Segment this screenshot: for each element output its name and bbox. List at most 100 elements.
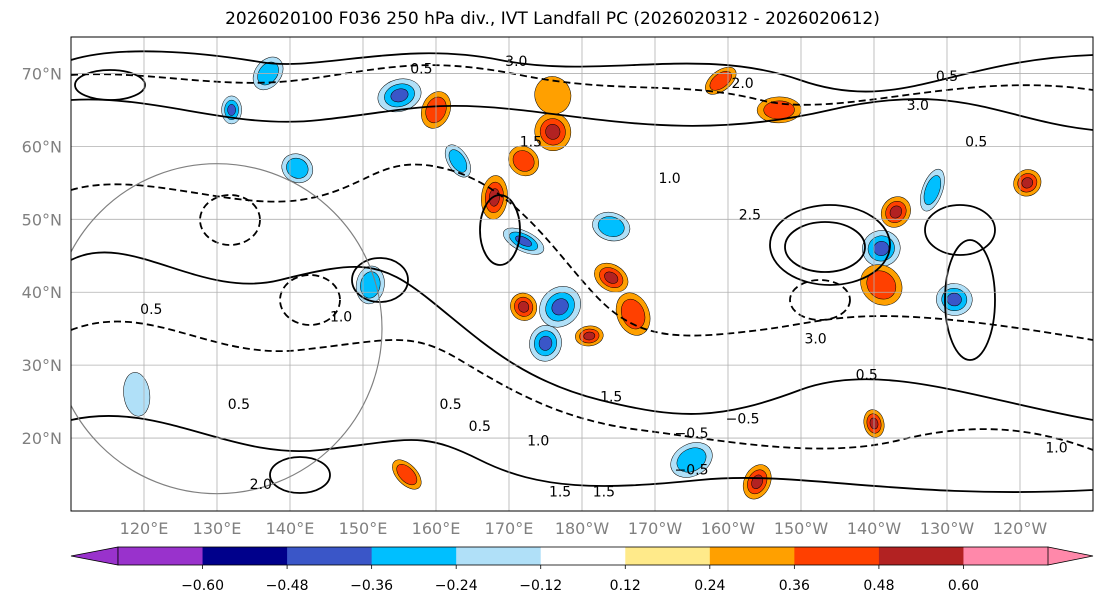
divergence-patch [583, 331, 596, 341]
colorbar-segment [118, 547, 204, 565]
ivt-contour-line [71, 163, 1093, 341]
contour-label: 0.5 [439, 397, 461, 413]
ivt-contour-loop [479, 194, 521, 266]
divergence-patch [709, 70, 732, 91]
colorbar-segment [963, 547, 1049, 565]
contour-label: 0.5 [965, 134, 987, 150]
ivt-contour-loop [269, 456, 331, 494]
contour-label: 1.0 [658, 171, 680, 187]
ivt-contour-line [71, 98, 1093, 131]
ivt-contour-loop [199, 194, 261, 246]
divergence-patch [551, 298, 569, 316]
contour-label: 0.5 [228, 397, 250, 413]
x-tick-label: 130°E [193, 519, 242, 538]
ivt-contour-loop [769, 204, 891, 286]
plot-area: 0.5 3.0 1.5 2.0 1.0 2.5 3.0 1.0 0.5 0.5 0.5 1.0 1.5 −… [71, 37, 1093, 511]
contour-label: 0.5 [410, 61, 432, 77]
contour-label: 1.5 [549, 484, 571, 500]
ivt-contour-loop [279, 274, 341, 326]
divergence-patch [286, 157, 309, 179]
ivt-contour-line [71, 415, 1093, 493]
ivt-contour-loop [789, 279, 851, 321]
divergence-patch [123, 372, 151, 417]
colorbar-segment [371, 547, 457, 565]
colorbar-tick-label: −0.60 [181, 578, 224, 594]
colorbar-tick-label: 0.24 [694, 578, 725, 594]
ivt-contour-loop [784, 221, 866, 273]
contour-label: 0.5 [856, 368, 878, 384]
chart-title: 2026020100 F036 250 hPa div., IVT Landfa… [225, 9, 880, 29]
colorbar-tick-label: −0.12 [519, 578, 562, 594]
y-tick-label: 50°N [22, 210, 62, 229]
colorbar-segment [540, 547, 626, 565]
y-tick-label: 20°N [22, 429, 62, 448]
ivt-contour-line [71, 50, 1093, 93]
contour-label: 3.0 [505, 54, 527, 70]
colorbar-extend-max [1047, 546, 1094, 566]
colorbar-tick-label: −0.24 [435, 578, 478, 594]
colorbar-tick-label: −0.36 [350, 578, 393, 594]
ivt-contour-line [71, 251, 1093, 421]
ivt-contour-loop [74, 69, 146, 101]
contour-label: 3.0 [907, 98, 929, 114]
colorbar-segment [878, 547, 964, 565]
x-tick-label: 140°W [847, 519, 902, 538]
contour-label: 1.0 [527, 433, 549, 449]
ivt-contour-line [71, 320, 1093, 451]
ivt-contours [71, 50, 1093, 494]
colorbar-segment [709, 547, 795, 565]
colorbar-segment [456, 547, 542, 565]
colorbar-tick-label: 0.60 [948, 578, 979, 594]
colorbar: −0.60 −0.48 −0.36 −0.24 −0.12 0.12 0.24 0.36 0.4… [70, 546, 1094, 594]
ivt-contour-line [71, 64, 1093, 106]
contour-label: 1.5 [600, 390, 622, 406]
contour-label: −0.5 [726, 411, 760, 427]
contour-label: 0.5 [936, 69, 958, 85]
contour-label: 3.0 [804, 331, 826, 347]
divergence-patch [518, 301, 530, 313]
x-tick-label: 150°W [774, 519, 829, 538]
contour-label: 1.0 [1045, 441, 1067, 457]
divergence-patch [390, 88, 409, 103]
region-circle [71, 163, 383, 495]
contour-label: −0.5 [675, 426, 709, 442]
divergence-patch [534, 76, 572, 115]
ivt-contour-loop [944, 239, 996, 361]
divergence-patch [448, 149, 468, 173]
colorbar-segment [287, 547, 373, 565]
y-tick-label: 40°N [22, 283, 62, 302]
contour-labels: 0.5 3.0 1.5 2.0 1.0 2.5 3.0 1.0 0.5 0.5 0.5 1.0 1.5 −… [140, 54, 1067, 500]
x-tick-label: 140°E [266, 519, 315, 538]
contour-label: −0.5 [675, 463, 709, 479]
gridlines [71, 37, 1093, 511]
divergence-patch [538, 335, 553, 351]
x-tick-label: 160°E [412, 519, 461, 538]
x-tick-label: 170°E [485, 519, 534, 538]
contour-label: 1.0 [330, 309, 352, 325]
divergence-patch [488, 188, 500, 207]
y-tick-label: 60°N [22, 137, 62, 156]
divergence-patch [545, 123, 561, 140]
colorbar-tick-label: −0.48 [266, 578, 309, 594]
divergence-patch [604, 271, 619, 284]
x-tick-label: 170°W [628, 519, 683, 538]
colorbar-tick-label: 0.36 [779, 578, 810, 594]
divergence-patch [1021, 177, 1034, 189]
colorbar-tick-label: 0.48 [863, 578, 894, 594]
divergence-patch [676, 447, 707, 473]
x-tick-label: 120°E [120, 519, 169, 538]
ivt-contour-loop [924, 204, 996, 256]
x-tick-label: 150°E [339, 519, 388, 538]
y-tick-label: 30°N [22, 356, 62, 375]
divergence-patch [597, 216, 625, 237]
colorbar-extend-min [70, 546, 119, 566]
x-tick-label: 130°W [920, 519, 975, 538]
plot-frame [70, 36, 1094, 512]
x-tick-label: 160°W [701, 519, 756, 538]
divergence-patch [396, 464, 418, 486]
colorbar-segment [202, 547, 288, 565]
contour-label: 2.5 [739, 207, 761, 223]
divergence-patch [763, 100, 795, 120]
x-tick-label: 180°W [555, 519, 610, 538]
